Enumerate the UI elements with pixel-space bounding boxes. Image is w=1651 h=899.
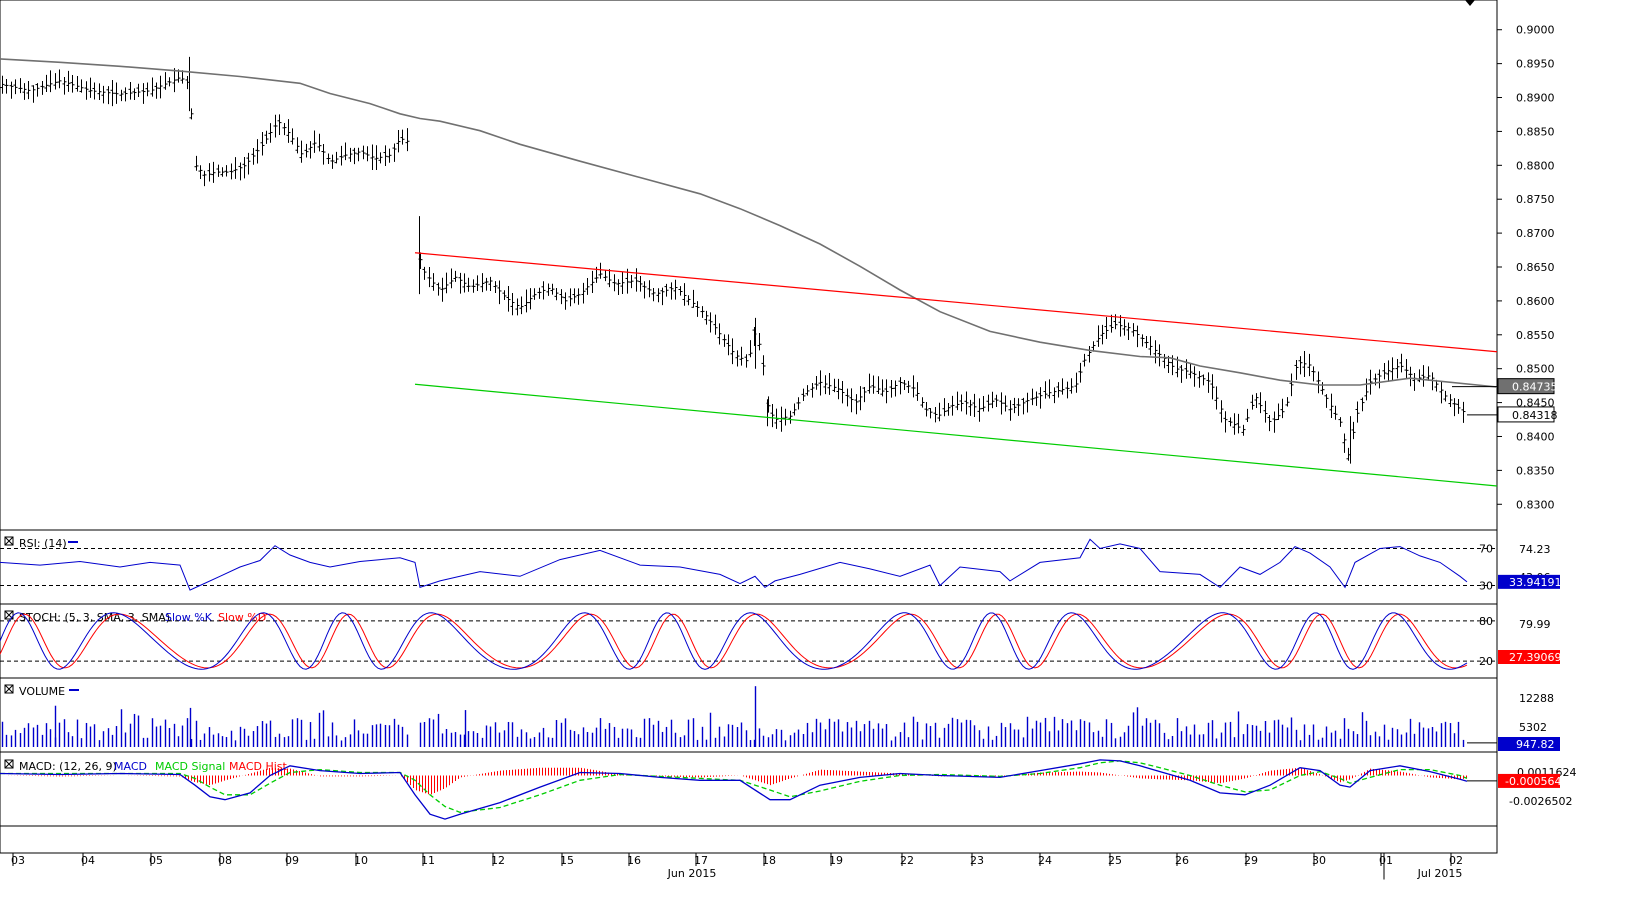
stoch-level-label: 80 (1479, 615, 1493, 628)
time-tick-label: 09 (285, 854, 299, 867)
stoch-level-label: 20 (1479, 655, 1493, 668)
macd-value-box (1498, 773, 1560, 788)
macd-title: MACD: (12, 26, 9) (19, 760, 117, 773)
time-tick-label: 08 (218, 854, 232, 867)
stoch-legend-d: Slow %D (218, 611, 266, 624)
macd-value-label: -0.0005645 (1505, 775, 1568, 788)
plot-frame (0, 0, 1498, 854)
rsi-title: RSI: (14) (19, 537, 67, 550)
time-tick-label: 23 (970, 854, 984, 867)
time-tick-label: 15 (560, 854, 574, 867)
month-label: Jun 2015 (667, 867, 717, 880)
time-tick-label: 10 (354, 854, 368, 867)
stoch-scale-label: 79.99 (1519, 618, 1551, 631)
volume-toggle-checkbox-x (4, 684, 14, 694)
time-tick-label: 25 (1108, 854, 1122, 867)
price-tick-label: 0.8950 (1516, 58, 1555, 71)
time-tick-label: 29 (1244, 854, 1258, 867)
scroll-marker-icon (1465, 0, 1475, 6)
stoch-toggle-checkbox-x (4, 610, 14, 620)
time-tick-label: 26 (1175, 854, 1189, 867)
trendline-lower (414, 383, 1498, 487)
time-tick-label: 16 (627, 854, 641, 867)
volume-title: VOLUME (19, 685, 65, 698)
rsi-line (0, 538, 1468, 591)
rsi-level-label: 70 (1479, 543, 1493, 556)
price-tick-label: 0.8900 (1516, 92, 1555, 105)
macd-legend-signal: MACD Signal (155, 760, 225, 773)
last-price-box (1497, 406, 1555, 423)
time-tick-label: 22 (900, 854, 914, 867)
time-tick-label: 05 (149, 854, 163, 867)
time-tick-label: 04 (81, 854, 95, 867)
price-tick-label: 0.9000 (1516, 24, 1555, 37)
price-tick-label: 0.8800 (1516, 159, 1555, 172)
time-tick-label: 17 (694, 854, 708, 867)
ma-value-box (1497, 378, 1555, 395)
moving-average-line (0, 58, 1498, 388)
time-tick-label: 03 (11, 854, 25, 867)
rsi-level-label: 30 (1479, 580, 1493, 593)
time-tick-label: 11 (421, 854, 435, 867)
macd-toggle-checkbox-x (4, 759, 14, 769)
macd-signal-line (0, 760, 1468, 813)
volume-scale-label: 5302 (1519, 721, 1547, 734)
volume-value-box (1498, 737, 1560, 751)
macd-line (0, 759, 1468, 820)
time-tick-label: 18 (762, 854, 776, 867)
stoch-d-line (0, 613, 1468, 669)
time-tick-label: 24 (1038, 854, 1052, 867)
stoch-title: STOCH: (5, 3, SMA, 3, SMA) (19, 611, 170, 624)
stoch-value-box (1498, 650, 1560, 664)
time-tick-label: 19 (829, 854, 843, 867)
stoch-legend-k: Slow %K (165, 611, 213, 624)
time-tick-label: 01 (1379, 854, 1393, 867)
time-tick-label: 02 (1449, 854, 1463, 867)
macd-legend-macd: MACD (114, 760, 147, 773)
rsi-scale-label: 74.23 (1519, 543, 1551, 556)
macd-scale-label: -0.0026502 (1509, 795, 1572, 808)
price-tick-label: 0.8700 (1516, 227, 1555, 240)
volume-value-label: 947.82 (1516, 738, 1555, 751)
time-tick-label: 12 (491, 854, 505, 867)
price-tick-label: 0.8600 (1516, 295, 1555, 308)
rsi-value-box (1498, 574, 1560, 589)
rsi-toggle-checkbox-x (4, 536, 14, 546)
price-tick-label: 0.8550 (1516, 329, 1555, 342)
last-price-label: 0.84318 (1512, 409, 1558, 422)
price-tick-label: 0.8850 (1516, 125, 1555, 138)
price-tick-label: 0.8300 (1516, 498, 1555, 511)
price-tick-label: 0.8500 (1516, 363, 1555, 376)
month-label: Jul 2015 (1417, 867, 1463, 880)
price-tick-label: 0.8350 (1516, 464, 1555, 477)
rsi-value-label: 33.94191 (1509, 576, 1562, 589)
macd-histogram (2, 767, 1467, 795)
ma-value-label: 0.84735 (1512, 381, 1558, 394)
stoch-value-label: 27.39069 (1509, 651, 1562, 664)
volume-scale-label: 12288 (1519, 692, 1554, 705)
price-tick-label: 0.8400 (1516, 430, 1555, 443)
price-tick-label: 0.8750 (1516, 193, 1555, 206)
volume-bars (1, 686, 1465, 747)
price-tick-label: 0.8450 (1516, 397, 1555, 410)
stoch-k-line (0, 612, 1468, 670)
price-tick-label: 0.8650 (1516, 261, 1555, 274)
trendline-upper (414, 252, 1498, 353)
time-tick-label: 30 (1312, 854, 1326, 867)
